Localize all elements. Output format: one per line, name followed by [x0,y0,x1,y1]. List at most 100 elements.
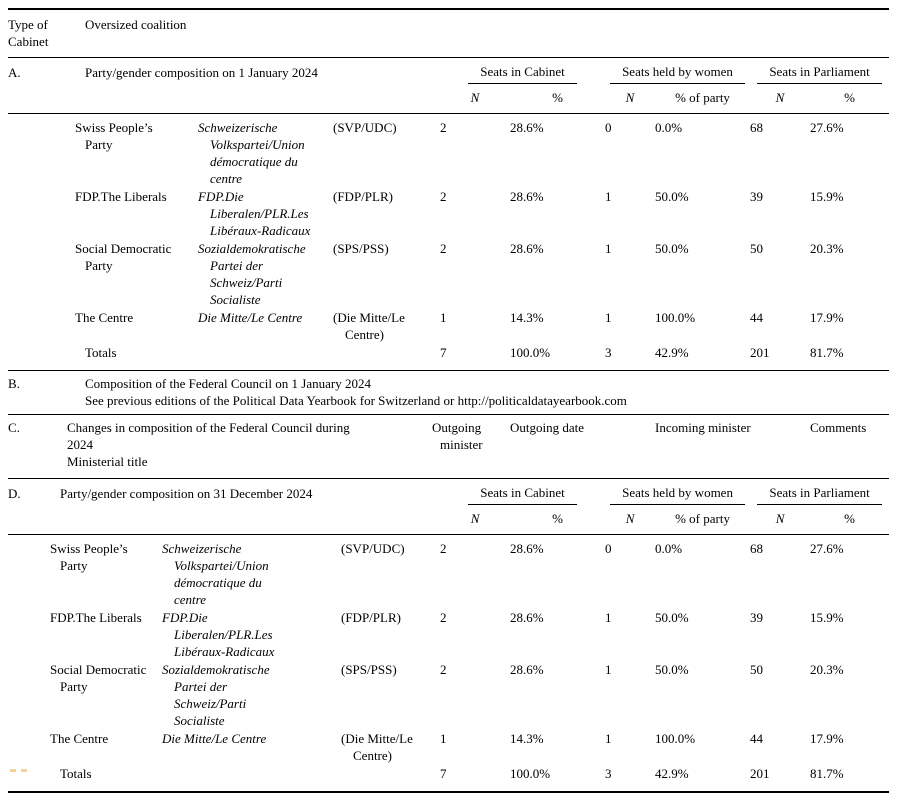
totals-row: Totals 7 100.0% 3 42.9% 201 81.7% [8,764,889,792]
group-header-seats-held-by-women: Seats held by women [605,479,750,505]
section-b-label: B. [8,376,20,391]
panel-c-table: C. Changes in composition of the Federal… [8,414,889,478]
seats-women-n: 1 [605,662,612,677]
party-abbr: (SPS/PSS) [341,662,397,677]
seats-parliament-pct: 27.6% [810,113,890,187]
seats-cabinet-pct: 28.6% [510,662,544,677]
seats-cabinet-n: 1 [440,731,447,746]
seats-parliament-n: 44 [750,310,763,325]
seats-parliament-pct: 81.7% [810,766,844,781]
seats-cabinet-pct: 28.6% [510,189,544,204]
group-header-seats-in-parliament: Seats in Parliament [750,57,890,84]
seats-cabinet-pct: 28.6% [510,241,544,256]
seats-cabinet-pct: 14.3% [510,310,544,325]
seats-parliament-n: 201 [750,345,770,360]
seats-parliament-pct: 27.6% [810,534,890,608]
cabinet-type-row: Type of Cabinet Oversized coalition [8,9,889,58]
type-of-cabinet-label: Type of Cabinet [8,17,49,49]
party-abbr: (SPS/PSS) [333,241,389,256]
seats-women-n: 1 [605,610,612,625]
party-native-name: Sozialdemokratische Partei der Schweiz/P… [162,662,270,728]
seats-cabinet-n: 1 [440,310,447,325]
seats-cabinet-n: 2 [440,534,511,608]
party-native-name: Schweizerische Volkspartei/Union démocra… [198,113,345,187]
cabinet-n-header: N [470,511,480,526]
section-b-content: Composition of the Federal Council on 1 … [85,371,889,415]
seats-parliament-n: 50 [750,241,763,256]
panel-d-table: D. Party/gender composition on 31 Decemb… [8,478,890,793]
cabinet-pct-header: % [552,511,563,526]
seats-women-n: 1 [605,189,612,204]
seats-parliament-n: 68 [750,534,811,608]
seats-cabinet-n: 2 [440,113,510,187]
party-native-name: FDP.Die Liberalen/PLR.Les Libéraux-Radic… [198,189,311,238]
seats-parliament-n: 44 [750,731,764,746]
party-name: Social Democratic Party [75,241,172,273]
group-header-seats-in-cabinet: Seats in Cabinet [440,57,605,84]
party-name: FDP.The Liberals [50,610,142,625]
party-native-name: Die Mitte/Le Centre [162,731,267,746]
seats-parliament-n: 68 [750,113,810,187]
parliament-pct-header: % [844,90,855,105]
seats-women-pct: 50.0% [655,189,689,204]
seats-parliament-pct: 20.3% [810,241,844,256]
seats-cabinet-n: 2 [440,610,447,625]
seats-cabinet-pct: 100.0% [510,345,551,360]
totals-row: Totals 7 100.0% 3 42.9% 201 81.7% [8,343,889,370]
party-native-name: Sozialdemokratische Partei der Schweiz/P… [198,241,306,307]
seats-parliament-pct: 15.9% [810,610,844,625]
seats-parliament-n: 50 [750,662,764,677]
party-name: The Centre [50,731,109,746]
section-d-header-row: D. Party/gender composition on 31 Decemb… [8,479,889,505]
seats-women-pct: 50.0% [655,241,689,256]
party-name: The Centre [75,310,134,325]
section-d-subheader-row: N % N % of party N % [8,505,889,535]
seats-parliament-pct: 15.9% [810,189,844,204]
comments-header: Comments [810,420,867,435]
seats-women-n: 3 [605,766,612,781]
seats-cabinet-pct: 28.6% [510,113,605,187]
section-b-title: Composition of the Federal Council on 1 … [85,376,371,391]
seats-women-n: 3 [605,345,612,360]
section-b-row: B. Composition of the Federal Council on… [8,371,889,415]
section-d-label: D. [8,486,21,501]
seats-parliament-pct: 17.9% [810,731,844,746]
seats-women-pct: 50.0% [655,662,689,677]
cropped-footnote-mark [10,769,28,772]
parliament-pct-header: % [844,511,855,526]
seats-cabinet-pct: 14.3% [510,731,544,746]
parliament-n-header: N [775,511,785,526]
totals-label: Totals [85,345,117,360]
seats-cabinet-n: 7 [440,345,447,360]
outgoing-date-header: Outgoing date [510,420,585,435]
seats-women-pct: 50.0% [655,610,689,625]
table-row: The Centre Die Mitte/Le Centre (Die Mitt… [8,729,889,764]
women-n-header: N [625,511,635,526]
group-header-seats-held-by-women: Seats held by women [605,57,750,84]
table-row: Social Democratic Party Sozialdemokratis… [8,239,889,308]
section-c-title: Changes in composition of the Federal Co… [67,420,350,469]
women-pct-of-party-header: % of party [675,511,730,526]
seats-parliament-n: 39 [750,189,763,204]
party-name: Swiss People’s Party [75,113,210,187]
seats-cabinet-n: 2 [440,662,447,677]
table-row: Swiss People’s Party Schweizerische Volk… [8,534,890,608]
seats-parliament-pct: 17.9% [810,310,844,325]
parliament-n-header: N [775,90,785,105]
party-name: Swiss People’s Party [50,534,174,608]
seats-women-n: 0 [605,113,655,187]
panel-b-table: B. Composition of the Federal Council on… [8,370,889,414]
seats-parliament-pct: 81.7% [810,345,844,360]
party-abbr: (FDP/PLR) [333,189,393,204]
seats-women-n: 1 [605,241,612,256]
party-name: Social Democratic Party [50,662,147,694]
section-c-label: C. [8,420,20,435]
seats-women-pct: 100.0% [655,310,696,325]
cabinet-pct-header: % [552,90,563,105]
incoming-minister-header: Incoming minister [655,420,751,435]
outgoing-minister-header: Outgoing minister [432,420,483,452]
table-row: FDP.The Liberals FDP.Die Liberalen/PLR.L… [8,187,889,239]
party-abbr: (Die Mitte/Le Centre) [333,310,405,342]
seats-women-n: 1 [605,731,612,746]
